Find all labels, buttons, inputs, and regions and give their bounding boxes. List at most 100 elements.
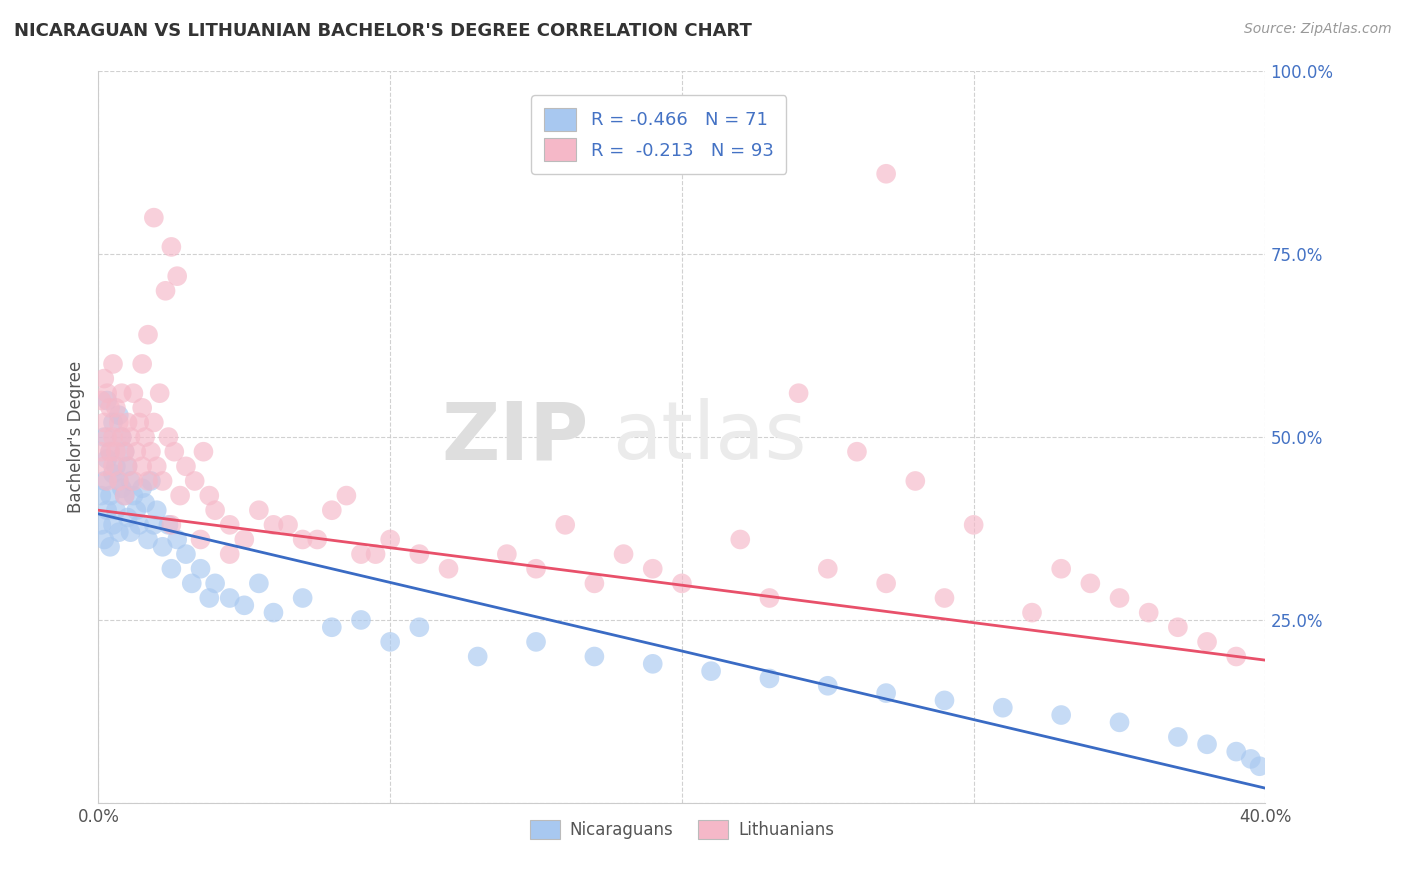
Point (142, 517, 165, 532)
Point (496, 547, 519, 561)
Point (1240, 752, 1263, 766)
Point (93, 371, 115, 385)
Point (846, 444, 869, 458)
Point (247, 503, 270, 517)
Point (350, 547, 373, 561)
Point (93, 533, 115, 547)
Point (114, 489, 136, 503)
Point (183, 474, 205, 488)
Point (117, 510, 139, 524)
Point (875, 576, 897, 591)
Point (641, 562, 664, 576)
Point (134, 430, 156, 444)
Point (101, 357, 124, 371)
Text: atlas: atlas (612, 398, 806, 476)
Point (114, 444, 136, 458)
Point (1050, 708, 1073, 723)
Point (554, 517, 576, 532)
Point (1167, 730, 1189, 744)
Point (90, 444, 112, 458)
Point (1249, 759, 1271, 773)
Point (98, 444, 121, 458)
Point (104, 459, 127, 474)
Point (152, 474, 174, 488)
Point (166, 533, 188, 547)
Point (321, 620, 343, 634)
Point (180, 576, 202, 591)
Point (1050, 562, 1073, 576)
Point (122, 489, 145, 503)
Point (96, 386, 118, 401)
Point (122, 386, 145, 401)
Point (131, 401, 153, 415)
Point (524, 562, 547, 576)
Point (114, 444, 136, 458)
Point (90, 393, 112, 408)
Point (157, 430, 180, 444)
Point (96, 503, 118, 517)
Point (142, 416, 165, 430)
Point (134, 496, 156, 510)
Point (108, 408, 131, 422)
Point (335, 489, 357, 503)
Point (1108, 715, 1130, 730)
Point (108, 525, 131, 540)
Point (93, 416, 115, 430)
Point (730, 533, 752, 547)
Point (149, 386, 172, 401)
Point (204, 503, 226, 517)
Legend: Nicaraguans, Lithuanians: Nicaraguans, Lithuanians (523, 814, 841, 846)
Point (641, 657, 664, 671)
Point (380, 635, 402, 649)
Point (155, 284, 177, 298)
Point (875, 686, 897, 700)
Point (96, 474, 118, 488)
Point (139, 444, 162, 458)
Point (128, 416, 150, 430)
Point (174, 547, 197, 561)
Point (1080, 576, 1102, 591)
Point (204, 576, 226, 591)
Point (437, 562, 460, 576)
Point (117, 416, 139, 430)
Point (233, 533, 256, 547)
Y-axis label: Bachelor's Degree: Bachelor's Degree (66, 361, 84, 513)
Point (934, 591, 956, 605)
Point (111, 386, 134, 401)
Point (98, 401, 121, 415)
Point (139, 474, 162, 488)
Point (125, 503, 148, 517)
Point (218, 517, 240, 532)
Point (157, 517, 180, 532)
Point (93, 459, 115, 474)
Point (291, 533, 314, 547)
Point (1167, 620, 1189, 634)
Point (671, 576, 693, 591)
Point (1225, 649, 1247, 664)
Point (1195, 737, 1218, 751)
Point (146, 503, 169, 517)
Point (163, 444, 186, 458)
Point (193, 444, 215, 458)
Point (233, 599, 256, 613)
Point (111, 430, 134, 444)
Point (1108, 591, 1130, 605)
Point (101, 467, 124, 481)
Point (291, 591, 314, 605)
Point (104, 444, 127, 458)
Point (307, 533, 329, 547)
Point (90, 517, 112, 532)
Point (408, 620, 430, 634)
Point (111, 430, 134, 444)
Point (125, 444, 148, 458)
Point (817, 679, 839, 693)
Point (160, 517, 183, 532)
Point (128, 517, 150, 532)
Point (904, 474, 927, 488)
Point (104, 503, 127, 517)
Point (131, 459, 153, 474)
Point (524, 635, 547, 649)
Point (117, 459, 139, 474)
Point (166, 269, 188, 284)
Point (98, 489, 121, 503)
